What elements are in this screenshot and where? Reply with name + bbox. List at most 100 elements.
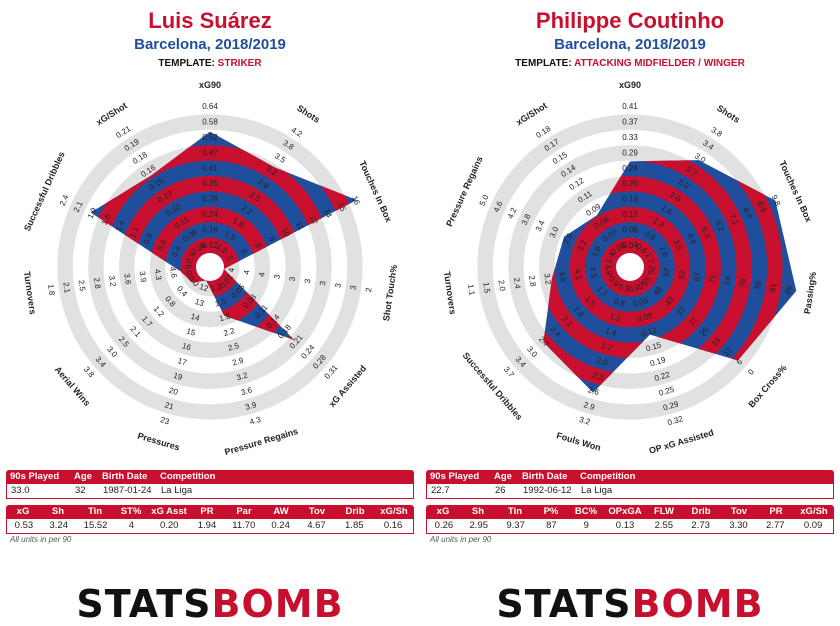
tick-label: 1.8 — [218, 311, 232, 323]
info-cell: 1992-06-12 — [523, 485, 572, 496]
tick-label: 0.8 — [613, 297, 627, 309]
tick-label: 3.6 — [558, 271, 569, 284]
stat-header: Tov — [308, 506, 326, 517]
tick-label: 9.8 — [769, 193, 782, 207]
stats-table-row: 0.53 3.24 15.52 4 0.20 1.94 11.70 0.24 4.67 1.85 0… — [6, 519, 414, 534]
stat-cell: 0.20 — [159, 520, 179, 531]
tick-label: 0.37 — [622, 118, 638, 127]
tick-label: 11 — [294, 220, 306, 232]
info-header: Competition — [160, 471, 216, 482]
tick-label: 2.2 — [576, 238, 589, 252]
tick-label: 0.52 — [202, 133, 218, 142]
tick-label: 5.0 — [478, 193, 491, 207]
tick-label: 0.32 — [666, 414, 684, 427]
axis-label: Shot Touch% — [381, 264, 399, 322]
tick-label: 3.2 — [542, 273, 553, 286]
tick-label: 1.8 — [590, 244, 603, 258]
tick-label: 2.5 — [227, 341, 241, 353]
stat-header: FLW — [653, 506, 675, 517]
logo-text-bomb: BOMB — [211, 582, 344, 626]
stat-cell: 9 — [583, 520, 589, 531]
player-name: Luis Suárez — [148, 8, 272, 33]
tick-label: 17 — [177, 356, 189, 367]
stat-cell: 1.94 — [197, 520, 217, 531]
stat-cell: 4 — [128, 520, 135, 531]
tick-label: 0.47 — [202, 148, 218, 157]
info-cell: La Liga — [581, 485, 613, 496]
axis-label: Passing% — [802, 271, 818, 315]
tick-label: 2.9 — [583, 400, 597, 412]
logo-text-stats: STATS — [496, 582, 632, 626]
stats-table: xG Sh Tin ST% xG Asst PR Par AW Tov Drib xG/Sh 0.5… — [6, 505, 414, 534]
tick-label: 1.4 — [114, 219, 127, 233]
stat-header: ST% — [120, 506, 142, 517]
info-header: Age — [494, 471, 512, 482]
axis-label: xG90 — [199, 80, 221, 90]
units-note: All units in per 90 — [10, 535, 72, 544]
tick-label: 14 — [190, 312, 202, 323]
info-header: Birth Date — [522, 471, 568, 482]
stat-header: xG/Sh — [380, 506, 408, 517]
tick-label: 12 — [198, 282, 210, 293]
tick-label: 3 — [349, 284, 359, 290]
stat-header: xG — [16, 506, 30, 517]
stat-cell: 0.16 — [383, 520, 403, 531]
stat-cell: 2.95 — [469, 520, 488, 531]
axis-label: xG90 — [619, 80, 641, 90]
tick-label: 0.6 — [156, 238, 169, 252]
tick-label: 3 — [333, 282, 343, 288]
tick-label: 52 — [646, 265, 656, 276]
tick-label: 0.29 — [202, 195, 218, 204]
axis-label: Turnovers — [22, 271, 38, 315]
tick-label: 2.4 — [512, 277, 523, 290]
tick-label: 8 — [253, 241, 263, 249]
template-label: TEMPLATE: — [515, 58, 572, 69]
tick-label: 2.3 — [591, 371, 605, 383]
stat-header: Tin — [87, 506, 103, 517]
stat-header: Drib — [345, 506, 365, 517]
stat-cell: 1.85 — [345, 520, 364, 531]
tick-label: 1.1 — [128, 225, 141, 239]
tick-label: 6.2 — [713, 219, 726, 233]
info-table-header: 90s Played Age Birth Date Competition — [426, 470, 834, 484]
tick-label: 4 — [227, 267, 237, 273]
info-table-header: 90s Played Age Birth Date Competition — [6, 470, 414, 484]
axis-label: Shots — [715, 103, 741, 125]
tick-label: 0.9 — [142, 231, 155, 245]
tick-label: 85 — [784, 284, 794, 295]
logo-text-bomb: BOMB — [631, 582, 764, 626]
stat-cell: 11.70 — [232, 520, 256, 531]
stat-cell: 0.53 — [14, 520, 34, 531]
tick-label: 2.5 — [77, 279, 88, 292]
tick-label: 0.02 — [627, 281, 645, 294]
tick-label: 6 — [239, 248, 249, 256]
tick-label: 0.20 — [622, 179, 638, 188]
tick-label: 2.6 — [587, 385, 601, 397]
tick-label: 4.5 — [588, 266, 599, 279]
player-team: Barcelona, 2018/2019 — [134, 36, 286, 53]
tick-label: 3.9 — [244, 400, 258, 412]
tick-label: 62 — [677, 269, 687, 280]
tick-label: 3.6 — [122, 273, 133, 286]
tick-label: 5.0 — [183, 264, 194, 277]
tick-label: 20 — [168, 386, 180, 397]
stats-table-header: xG Sh Tin ST% xG Asst PR Par AW Tov Drib xG/Sh — [6, 505, 414, 519]
tick-label: 1.9 — [86, 206, 99, 220]
info-header: Age — [74, 471, 92, 482]
info-table: 90s Played Age Birth Date Competition 33.0 3… — [6, 470, 414, 499]
stat-header: PR — [200, 506, 214, 517]
tick-label: 0.64 — [202, 102, 218, 111]
tick-label: 0.19 — [649, 355, 667, 368]
tick-label: 0.35 — [202, 179, 218, 188]
tick-label: 19 — [172, 371, 184, 382]
tick-label: 2.8 — [92, 277, 103, 290]
stats-table-row: 0.26 2.95 9.37 87 9 0.13 2.55 2.73 3.30 2.77 0.09 — [426, 519, 834, 534]
tick-label: 0.08 — [622, 225, 638, 234]
tick-label: 3.2 — [578, 415, 592, 427]
tick-label: 14 — [322, 207, 334, 219]
tick-label: 2.6 — [562, 231, 575, 245]
axis-label: Fouls Won — [555, 430, 602, 453]
tick-label: 67 — [692, 271, 702, 282]
stat-cell: 2.73 — [691, 520, 710, 531]
tick-label: 2.1 — [72, 199, 85, 213]
